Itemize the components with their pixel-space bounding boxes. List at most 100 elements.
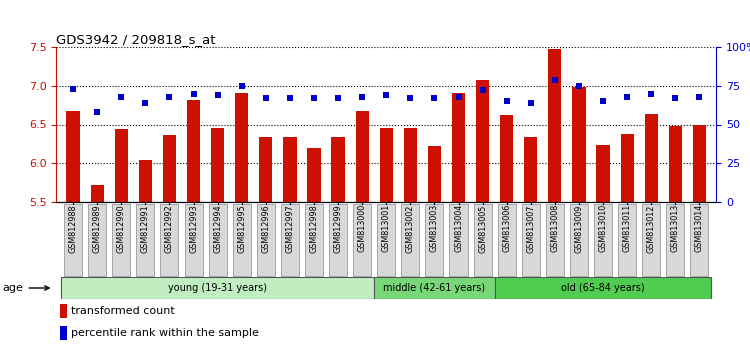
Text: GSM813008: GSM813008 [550,204,560,252]
FancyBboxPatch shape [594,204,612,275]
Point [284,95,296,101]
Bar [260,137,272,202]
Bar [620,134,634,202]
FancyBboxPatch shape [232,204,250,275]
FancyBboxPatch shape [642,204,660,275]
Point [356,94,368,99]
Text: old (65-84 years): old (65-84 years) [561,283,645,293]
Text: GSM812993: GSM812993 [189,204,198,253]
Bar [572,87,586,202]
FancyBboxPatch shape [88,204,106,275]
Point [597,98,609,104]
Text: percentile rank within the sample: percentile rank within the sample [70,328,259,338]
Point [211,92,223,98]
Text: age: age [3,283,49,293]
Bar [644,114,658,202]
Text: GSM812999: GSM812999 [334,204,343,253]
Point [332,95,344,101]
FancyBboxPatch shape [305,204,323,275]
FancyBboxPatch shape [64,204,82,275]
Point [260,95,272,101]
Bar [356,110,369,202]
Point [380,92,392,98]
Text: GSM813002: GSM813002 [406,204,415,253]
Text: GSM812994: GSM812994 [213,204,222,253]
Text: GSM813000: GSM813000 [358,204,367,252]
Text: GSM812995: GSM812995 [237,204,246,253]
FancyBboxPatch shape [495,277,712,299]
Point [92,109,104,115]
Bar [91,185,104,202]
Bar [284,137,296,202]
Bar [500,115,513,202]
Text: middle (42-61 years): middle (42-61 years) [383,283,485,293]
Text: GSM813014: GSM813014 [695,204,704,252]
FancyBboxPatch shape [136,204,154,275]
FancyBboxPatch shape [377,204,395,275]
FancyBboxPatch shape [690,204,709,275]
Text: GSM813009: GSM813009 [574,204,584,253]
Text: GSM812997: GSM812997 [286,204,295,253]
Text: GSM813004: GSM813004 [454,204,463,252]
Bar [524,137,538,202]
Point [236,83,248,88]
Text: GSM812998: GSM812998 [310,204,319,253]
Text: GSM813003: GSM813003 [430,204,439,252]
Bar [59,326,68,340]
Point [549,77,561,82]
Bar [380,127,393,202]
Text: GSM813012: GSM813012 [646,204,656,253]
FancyBboxPatch shape [353,204,371,275]
Text: GSM812992: GSM812992 [165,204,174,253]
FancyBboxPatch shape [473,204,492,275]
Point [573,83,585,88]
FancyBboxPatch shape [666,204,684,275]
Text: GDS3942 / 209818_s_at: GDS3942 / 209818_s_at [56,33,216,46]
FancyBboxPatch shape [374,277,495,299]
FancyBboxPatch shape [184,204,202,275]
Bar [163,135,176,202]
Point [694,94,706,99]
Point [188,91,200,96]
FancyBboxPatch shape [401,204,419,275]
Point [452,94,464,99]
Text: GSM813007: GSM813007 [526,204,536,253]
Point [645,91,657,96]
FancyBboxPatch shape [256,204,274,275]
FancyBboxPatch shape [570,204,588,275]
FancyBboxPatch shape [498,204,516,275]
Point [428,95,440,101]
Bar [211,127,224,202]
Text: GSM813013: GSM813013 [670,204,680,252]
Text: young (19-31 years): young (19-31 years) [168,283,267,293]
FancyBboxPatch shape [425,204,443,275]
Bar [404,127,417,202]
Point [116,94,128,99]
Bar [139,160,152,202]
FancyBboxPatch shape [449,204,467,275]
Text: GSM812991: GSM812991 [141,204,150,253]
FancyBboxPatch shape [61,277,374,299]
FancyBboxPatch shape [329,204,347,275]
Point [308,95,320,101]
Bar [308,148,320,202]
Text: GSM812988: GSM812988 [68,204,77,253]
Text: GSM812990: GSM812990 [117,204,126,253]
Point [164,94,176,99]
Bar [693,125,706,202]
Bar [476,80,489,202]
FancyBboxPatch shape [522,204,540,275]
Point [476,87,488,93]
Bar [669,126,682,202]
Bar [115,129,128,202]
Text: GSM813005: GSM813005 [478,204,487,253]
Bar [452,93,465,202]
Point [67,86,79,92]
Bar [332,137,345,202]
FancyBboxPatch shape [280,204,299,275]
Text: GSM813001: GSM813001 [382,204,391,252]
Point [501,98,513,104]
Point [621,94,633,99]
Point [525,100,537,105]
Text: GSM813011: GSM813011 [622,204,632,252]
